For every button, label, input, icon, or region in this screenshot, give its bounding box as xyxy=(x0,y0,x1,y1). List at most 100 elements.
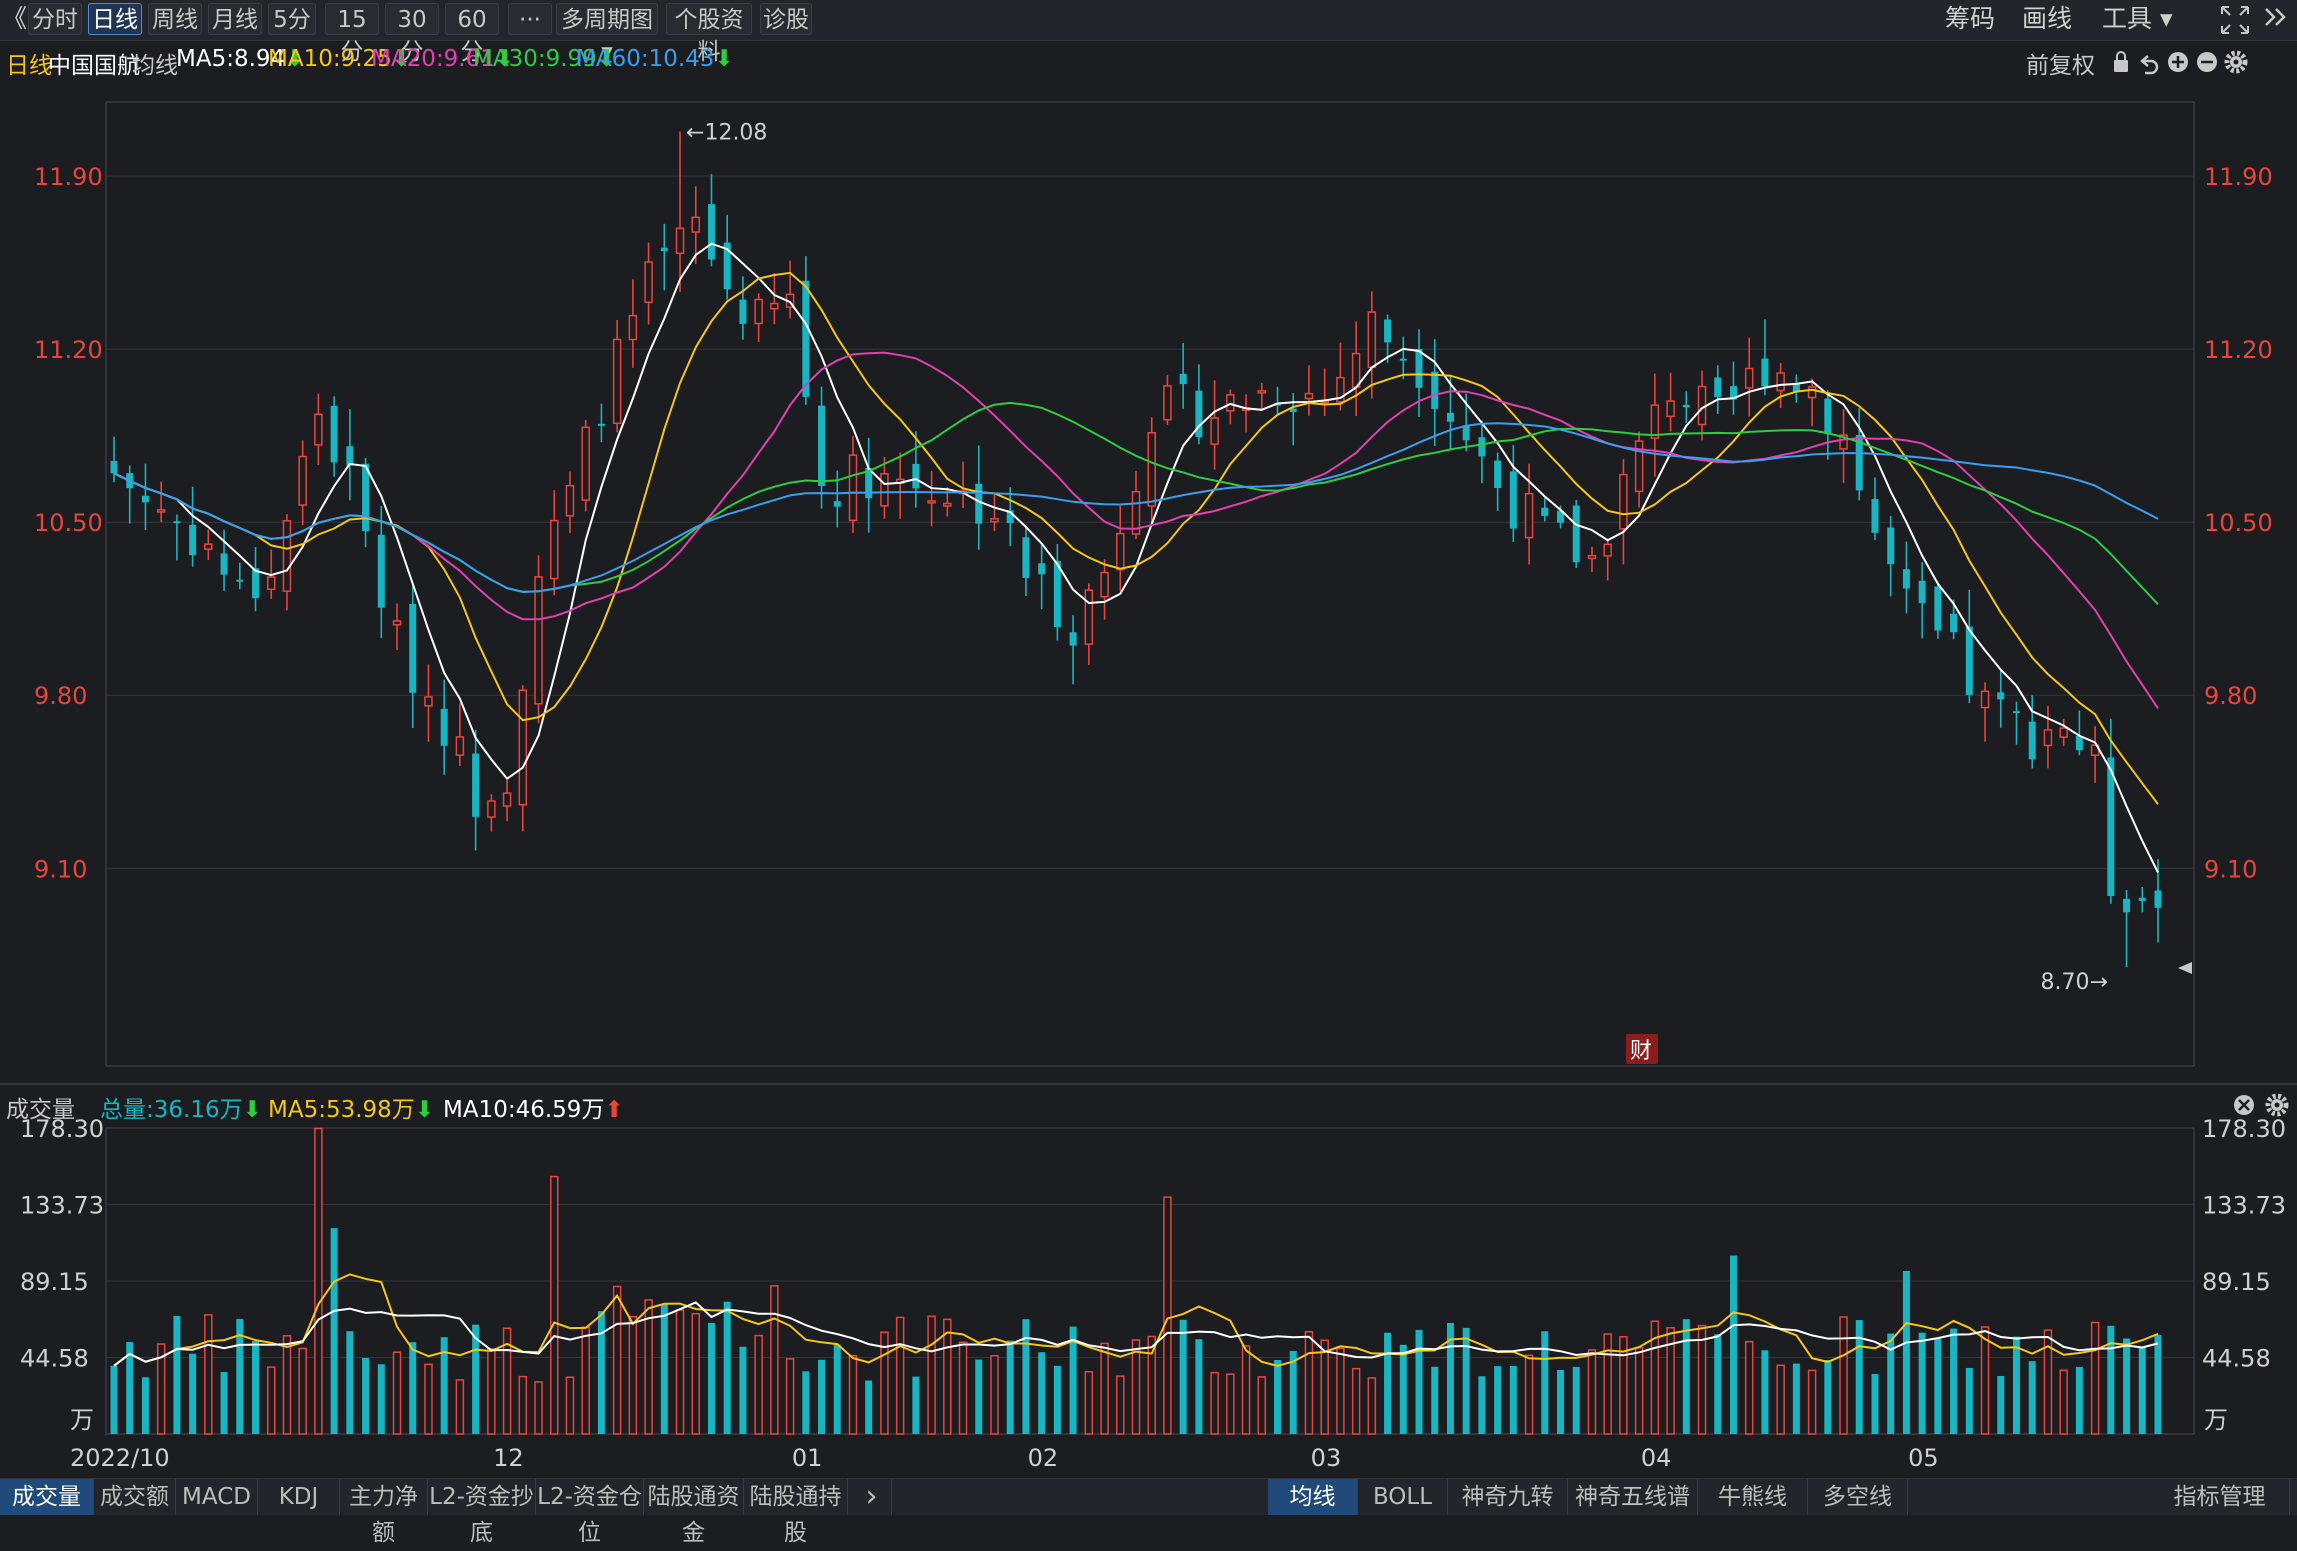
indicator-tab-2[interactable]: MACD xyxy=(176,1479,258,1515)
candle-body-120 xyxy=(1997,692,2005,700)
candles xyxy=(110,131,2162,968)
overlay-tab-0[interactable]: 均线 xyxy=(1268,1479,1358,1515)
candle-body-86 xyxy=(1462,425,1470,441)
undo-icon[interactable] xyxy=(2140,55,2159,75)
volume-bar-55 xyxy=(975,1359,983,1434)
period-tab-1[interactable]: 日线 xyxy=(88,3,142,35)
period-tab-4[interactable]: 5分 xyxy=(268,3,316,35)
volume-tick-left: 89.15 xyxy=(20,1268,89,1296)
candle-body-126 xyxy=(2090,744,2100,756)
candle-body-112 xyxy=(1871,499,1879,533)
overlay-tab-3[interactable]: 神奇五线谱 xyxy=(1568,1479,1698,1515)
date-label: 2022/10 xyxy=(70,1444,170,1472)
volume-bar-99 xyxy=(1666,1327,1675,1435)
ma-line-ma20 xyxy=(113,351,2159,709)
candle-body-7 xyxy=(220,553,228,575)
indicator-tab-4[interactable]: 主力净额 xyxy=(340,1479,428,1546)
volume-bar-4 xyxy=(173,1315,181,1434)
back-button[interactable]: 《 xyxy=(2,4,28,33)
gear-icon[interactable] xyxy=(2265,1093,2289,1117)
overlay-tab-4[interactable]: 牛熊线 xyxy=(1698,1479,1808,1515)
gear-icon[interactable] xyxy=(2224,50,2248,74)
volume-bar-2 xyxy=(141,1377,149,1434)
zoom-out-icon[interactable] xyxy=(2197,52,2217,72)
volume-bar-127 xyxy=(2107,1325,2115,1434)
candle-body-69 xyxy=(1195,390,1203,438)
candle-body-73 xyxy=(1257,390,1267,394)
candle-body-54 xyxy=(958,490,968,495)
ma-label[interactable]: 均线 xyxy=(132,53,178,79)
zoom-in-icon[interactable] xyxy=(2168,52,2188,72)
overlay-tab-1[interactable]: BOLL xyxy=(1358,1479,1448,1515)
candle-body-89 xyxy=(1509,471,1517,529)
ma-line-ma60 xyxy=(113,422,2159,593)
volume-bar-114 xyxy=(1902,1270,1910,1434)
diagnose-button[interactable]: 诊股 xyxy=(760,3,812,35)
overlay-tab-5[interactable]: 多空线 xyxy=(1808,1479,1908,1515)
toolbar-right-1[interactable]: 画线 xyxy=(2022,4,2073,33)
kline-chart[interactable]: 11.90 11.90 11.20 11.20 10.50 10.50 9.80 9.80 9.… xyxy=(0,0,2297,1514)
candle-body-31 xyxy=(597,423,605,426)
indicator-manager-button[interactable]: 指标管理 xyxy=(2150,1479,2290,1515)
candle-body-115 xyxy=(1918,580,1926,604)
volume-bar-103 xyxy=(1729,1255,1737,1434)
indicator-tab-1[interactable]: 成交额 xyxy=(94,1479,176,1515)
candle-body-90 xyxy=(1524,492,1534,539)
volume-bar-72 xyxy=(1241,1345,1251,1435)
volume-bar-9 xyxy=(252,1341,260,1434)
volume-bar-96 xyxy=(1619,1336,1628,1435)
indicator-tab-6[interactable]: L2-资金仓位 xyxy=(536,1479,644,1546)
volume-bar-1 xyxy=(126,1342,134,1434)
date-label: 05 xyxy=(1908,1444,1939,1472)
tabs-next-icon[interactable]: › xyxy=(852,1479,892,1515)
volume-bar-87 xyxy=(1478,1376,1486,1434)
indicator-tab-3[interactable]: KDJ xyxy=(258,1479,340,1515)
candle-body-68 xyxy=(1179,373,1187,385)
indicator-tabs: 成交量 成交额 MACD KDJ 主力净额 L2-资金抄底 L2-资金仓位 陆股通资金 陆股通持… xyxy=(0,1478,2297,1546)
indicator-tab-8[interactable]: 陆股通持股 xyxy=(744,1479,848,1546)
indicator-tab-0[interactable]: 成交量 xyxy=(0,1479,94,1515)
volume-bar-38 xyxy=(707,1322,715,1434)
finance-marker-icon[interactable] xyxy=(1626,1034,1658,1064)
indicator-tab-5[interactable]: L2-资金抄底 xyxy=(428,1479,536,1546)
collapse-icon xyxy=(2265,8,2286,26)
candle-body-113 xyxy=(1887,527,1895,565)
volume-bar-110 xyxy=(1839,1316,1848,1435)
candle-body-44 xyxy=(802,280,810,397)
period-tab-0[interactable]: 分时 xyxy=(28,3,82,35)
candle-body-80 xyxy=(1367,311,1377,369)
volume-bar-68 xyxy=(1179,1319,1187,1434)
multi-period-dropdown[interactable]: 多周期图 ▾ xyxy=(556,3,658,65)
volume-unit-left: 万 xyxy=(70,1406,94,1434)
stock-profile-button[interactable]: 个股资料 xyxy=(666,3,752,65)
volume-bar-6 xyxy=(204,1314,213,1435)
toolbar-right-0[interactable]: 筹码 xyxy=(1945,4,1996,33)
volume-bar-83 xyxy=(1415,1329,1423,1434)
adjust-button[interactable]: 前复权 xyxy=(2026,53,2095,79)
period-tab-7[interactable]: 60分 xyxy=(445,3,499,65)
candle-body-95 xyxy=(1603,543,1612,557)
toolbar-right-2[interactable]: 工具 ▾ xyxy=(2102,4,2173,33)
volume-bar-42 xyxy=(770,1285,779,1435)
volume-bar-113 xyxy=(1887,1333,1895,1434)
period-tab-5[interactable]: 15分 xyxy=(325,3,379,65)
period-tab-6[interactable]: 30分 xyxy=(385,3,439,65)
candle-body-64 xyxy=(1116,532,1125,571)
indicator-tab-7[interactable]: 陆股通资金 xyxy=(644,1479,744,1546)
stock-name[interactable]: 中国国航 xyxy=(48,53,140,79)
candle-body-92 xyxy=(1557,510,1565,523)
overlay-tab-2[interactable]: 神奇九转 xyxy=(1448,1479,1568,1515)
volume-bar-32 xyxy=(612,1285,622,1435)
period-tab-3[interactable]: 月线 xyxy=(208,3,262,35)
date-label: 12 xyxy=(493,1444,524,1472)
expand-icon xyxy=(2221,6,2249,34)
fullscreen-icons[interactable] xyxy=(2220,5,2290,35)
period-tab-8[interactable]: ··· xyxy=(508,3,552,35)
period-tab-2[interactable]: 周线 xyxy=(148,3,202,35)
lock-icon[interactable] xyxy=(2114,51,2128,72)
candle-body-41 xyxy=(754,298,763,325)
volume-bar-129 xyxy=(2138,1347,2146,1434)
volume-bar-66 xyxy=(1147,1335,1156,1435)
volume-bar-21 xyxy=(440,1337,448,1434)
close-icon[interactable] xyxy=(2234,1095,2254,1115)
